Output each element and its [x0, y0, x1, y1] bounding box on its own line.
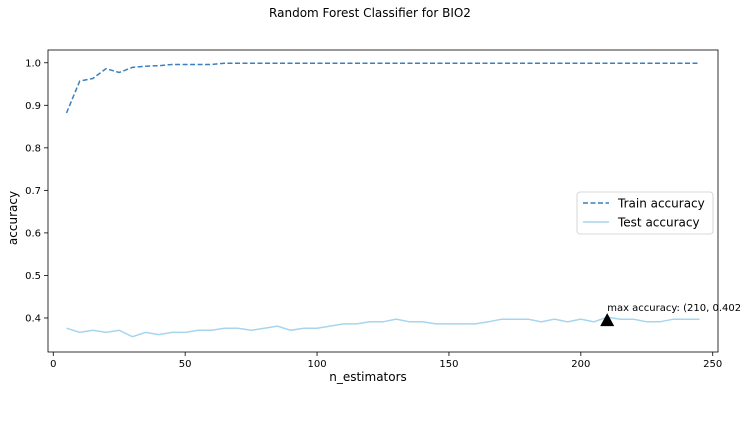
legend-entry: Test accuracy	[617, 216, 700, 230]
y-tick-label: 0.4	[25, 313, 41, 324]
plot-area: 0 50 100 150 200 250 0.4 0.5 0.6 0.7 0.8 0.9 1.0 max …	[25, 49, 741, 370]
annotation-text: max accuracy: (210, 0.402)	[607, 303, 741, 314]
x-tick-label: 50	[179, 359, 192, 370]
y-tick-label: 0.7	[25, 186, 41, 197]
y-axis-label: accuracy	[6, 191, 20, 245]
x-tick-label: 150	[439, 359, 458, 370]
x-tick-label: 0	[50, 359, 56, 370]
axes-frame	[47, 49, 719, 353]
y-tick-label: 0.5	[25, 271, 41, 282]
max-accuracy-marker	[600, 313, 615, 327]
x-axis-label: n_estimators	[329, 370, 407, 384]
y-tick-label: 0.6	[25, 228, 41, 239]
series-line-test-accuracy	[66, 316, 700, 338]
y-tick-label: 0.8	[25, 143, 41, 154]
chart-title: Random Forest Classifier for BIO2	[269, 6, 471, 20]
legend: Train accuracy Test accuracy	[576, 191, 714, 235]
x-tick-label: 250	[703, 359, 722, 370]
x-tick-label: 100	[308, 359, 327, 370]
legend-entry: Train accuracy	[617, 197, 705, 211]
y-tick-label: 0.9	[25, 101, 41, 112]
x-tick-label: 200	[571, 359, 590, 370]
series-line-train-accuracy	[65, 62, 700, 114]
legend-box	[576, 191, 714, 235]
y-tick-label: 1.0	[25, 58, 41, 69]
